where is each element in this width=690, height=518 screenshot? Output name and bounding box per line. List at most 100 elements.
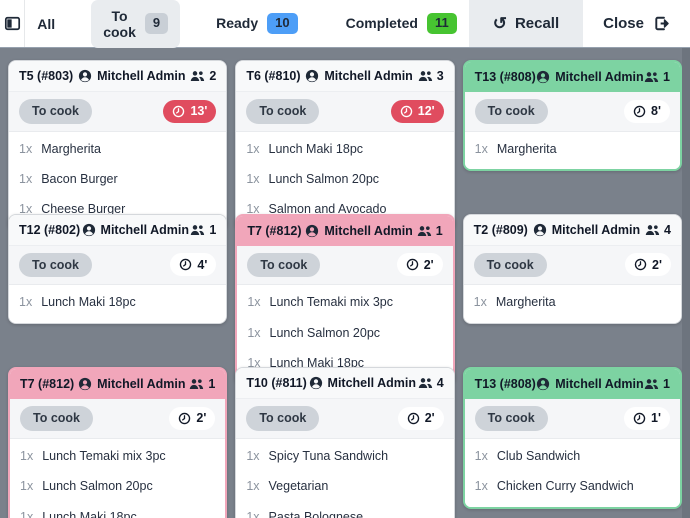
order-item: 1x Spicy Tuna Sandwich: [246, 441, 443, 471]
order-guest-count: 2: [209, 69, 217, 83]
order-staff-name: Mitchell Admin: [100, 222, 189, 237]
item-name: Club Sandwich: [496, 448, 581, 463]
order-card[interactable]: T13 (#808) Mitchell Admin 1: [462, 367, 682, 509]
recall-button[interactable]: ↺ Recall: [468, 0, 584, 47]
order-staff-name: Mitchell Admin: [555, 377, 644, 392]
order-staff-name: Mitchell Admin: [555, 70, 644, 84]
order-card[interactable]: T2 (#809) Mitchell Admin 4: [462, 213, 682, 324]
order-card[interactable]: T13 (#808) Mitchell Admin 1: [462, 60, 682, 171]
order-status-row: To cook 2': [236, 399, 454, 439]
order-staff: Mitchell Admin: [536, 377, 644, 392]
status-badge[interactable]: To cook: [19, 99, 92, 124]
order-card[interactable]: T7 (#812) Mitchell Admin 1: [235, 213, 455, 386]
close-button[interactable]: Close: [583, 0, 690, 47]
tab-label: Ready: [216, 15, 259, 32]
status-badge[interactable]: To cook: [19, 252, 92, 278]
item-quantity: 1x: [19, 141, 33, 156]
order-table-ref: T5 (#803): [19, 69, 74, 83]
order-card-header: T12 (#802) Mitchell Admin 1: [9, 214, 227, 246]
order-card[interactable]: T7 (#812) Mitchell Admin 1: [8, 367, 228, 518]
item-quantity: 1x: [20, 479, 34, 494]
top-bar: All To cook 9 Ready 10 Completed 11 ↺ Re…: [0, 0, 690, 48]
order-items-list: 1x Club Sandwich 1x Chicken Curry Sandwi…: [464, 438, 680, 507]
person-icon: [537, 378, 550, 391]
guests-icon: [191, 71, 205, 81]
item-name: Lunch Maki 18pc: [41, 295, 136, 310]
order-card[interactable]: T10 (#811) Mitchell Admin 4: [235, 367, 455, 518]
item-quantity: 1x: [246, 479, 260, 494]
item-name: Margherita: [41, 141, 101, 156]
order-table-ref: T7 (#812): [20, 377, 75, 392]
order-staff: Mitchell Admin: [78, 377, 186, 391]
item-name: Spicy Tuna Sandwich: [268, 448, 389, 463]
order-card[interactable]: T6 (#810) Mitchell Admin 3: [235, 60, 455, 231]
order-timer: 13': [163, 99, 217, 123]
item-quantity: 1x: [246, 448, 260, 463]
order-table-ref: T12 (#802): [19, 222, 81, 237]
guests-icon: [418, 378, 432, 389]
order-guests: 1: [190, 223, 216, 237]
order-staff-name: Mitchell Admin: [327, 376, 416, 391]
tab-label: To cook: [103, 7, 136, 40]
order-timer-value: 2': [424, 411, 435, 426]
filter-tab[interactable]: All: [25, 8, 67, 40]
order-card[interactable]: T12 (#802) Mitchell Admin 1: [8, 213, 228, 324]
status-badge[interactable]: To cook: [20, 406, 93, 431]
order-item: 1x Margherita: [475, 134, 670, 164]
order-guest-count: 1: [663, 377, 670, 392]
item-quantity: 1x: [246, 202, 260, 217]
status-badge[interactable]: To cook: [246, 99, 320, 124]
item-quantity: 1x: [474, 479, 488, 494]
guests-icon: [418, 71, 432, 81]
clock-icon: [179, 412, 191, 425]
order-staff-name: Mitchell Admin: [97, 69, 186, 83]
person-icon: [309, 377, 322, 390]
filter-tab[interactable]: To cook 9: [91, 0, 181, 48]
order-guests: 1: [644, 377, 670, 391]
order-staff: Mitchell Admin: [533, 223, 640, 237]
order-card-header: T6 (#810) Mitchell Admin 3: [236, 61, 454, 92]
item-name: Salmon and Avocado: [268, 202, 387, 217]
status-badge[interactable]: To cook: [474, 99, 548, 124]
tab-label: All: [37, 15, 56, 32]
order-status-row: To cook 1': [464, 399, 680, 439]
order-timer: 2': [396, 253, 443, 277]
order-items-list: 1x Margherita: [464, 131, 680, 169]
item-name: Margherita: [496, 141, 557, 156]
order-status-row: To cook 12': [236, 92, 454, 132]
clock-icon: [400, 105, 412, 117]
order-staff: Mitchell Admin: [536, 70, 644, 84]
scrollbar[interactable]: [682, 48, 690, 518]
item-name: Bacon Burger: [41, 171, 118, 186]
guests-icon: [644, 379, 659, 390]
clock-icon: [634, 259, 647, 271]
order-item: 1x Cheese Burger: [19, 194, 216, 224]
clock-icon: [407, 412, 419, 425]
item-name: Lunch Temaki mix 3pc: [269, 295, 393, 310]
order-items-list: 1x Margherita 1x Bacon Burger 1x Cheese …: [9, 131, 227, 230]
sidebar-toggle-button[interactable]: [0, 0, 26, 47]
clock-icon: [173, 105, 185, 117]
order-guest-count: 1: [663, 70, 670, 84]
order-guest-count: 1: [208, 377, 216, 392]
status-badge[interactable]: To cook: [473, 252, 547, 278]
order-timer-value: 4': [197, 257, 208, 272]
item-quantity: 1x: [474, 448, 488, 463]
filter-tab[interactable]: Completed 11: [334, 5, 469, 41]
recall-icon: ↺: [492, 14, 507, 33]
item-name: Lunch Salmon 20pc: [42, 479, 153, 494]
filter-tab[interactable]: Ready 10: [204, 5, 310, 41]
order-card-header: T7 (#812) Mitchell Admin 1: [237, 215, 453, 246]
order-items-list: 1x Spicy Tuna Sandwich 1x Vegetarian 1x …: [236, 438, 454, 518]
order-card[interactable]: T5 (#803) Mitchell Admin 2: [8, 60, 228, 231]
item-quantity: 1x: [246, 171, 260, 186]
item-quantity: 1x: [247, 295, 261, 310]
status-badge[interactable]: To cook: [247, 252, 321, 278]
order-guests: 2: [190, 69, 216, 83]
order-items-list: 1x Lunch Temaki mix 3pc 1x Lunch Salmon …: [10, 438, 226, 518]
order-staff: Mitchell Admin: [78, 69, 186, 83]
status-badge[interactable]: To cook: [474, 406, 548, 431]
status-badge[interactable]: To cook: [246, 406, 320, 431]
tab-label: Completed: [345, 15, 418, 32]
order-guest-count: 1: [435, 223, 443, 238]
